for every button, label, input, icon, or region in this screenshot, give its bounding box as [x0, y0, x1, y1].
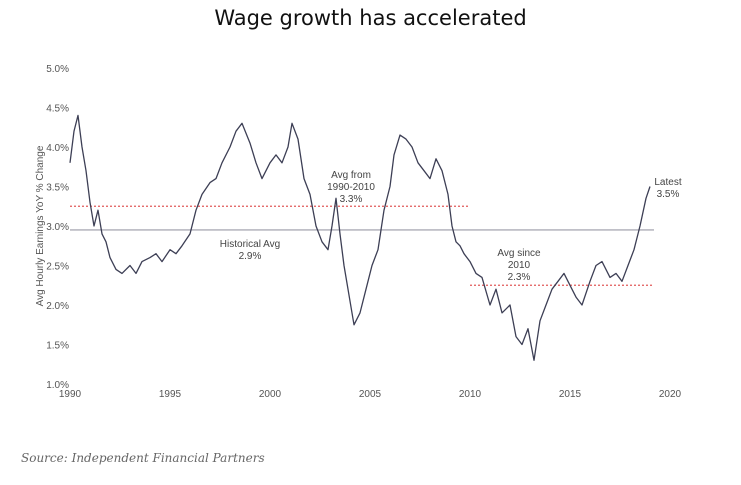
y-tick-label: 2.5% [46, 262, 69, 273]
annotation-avg-1990-2010: 3.3% [340, 194, 363, 205]
annotation-avg-since-2010: 2.3% [508, 272, 531, 283]
x-tick-label: 2010 [459, 389, 482, 400]
x-tick-label: 2005 [359, 389, 382, 400]
annotation-avg-1990-2010: Avg from [331, 170, 371, 181]
axis-labels: 1.0% 1.5% 2.0% 2.5% 3.0% 3.5% 4.0% 4.5% 5.0% 1990… [35, 64, 682, 400]
y-tick-label: 4.0% [46, 143, 69, 154]
y-tick-label: 2.0% [46, 301, 69, 312]
y-axis-label: Avg Hourly Earnings YoY % Change [35, 145, 46, 306]
annotation-latest: 3.5% [657, 189, 680, 200]
annotation-avg-1990-2010: 1990-2010 [327, 182, 375, 193]
annotation-historical-avg: 2.9% [239, 251, 262, 262]
y-tick-label: 3.5% [46, 183, 69, 194]
x-tick-label: 1995 [159, 389, 182, 400]
x-tick-label: 2000 [259, 389, 282, 400]
y-tick-label: 1.0% [46, 380, 69, 391]
annotation-avg-since-2010: Avg since [497, 248, 541, 259]
series-line [69, 114, 651, 361]
annotation-historical-avg: Historical Avg [220, 239, 280, 250]
x-tick-label: 2020 [659, 389, 682, 400]
chart-title: Wage growth has accelerated [214, 6, 527, 30]
y-tick-label: 3.0% [46, 222, 69, 233]
series-layer [69, 114, 651, 361]
y-tick-label: 1.5% [46, 341, 69, 352]
x-tick-label: 2015 [559, 389, 582, 400]
source-note: Source: Independent Financial Partners [21, 451, 265, 465]
x-tick-label: 1990 [59, 389, 82, 400]
y-tick-label: 4.5% [46, 104, 69, 115]
y-tick-label: 5.0% [46, 64, 69, 75]
annotation-avg-since-2010: 2010 [508, 260, 531, 271]
annotation-latest: Latest [654, 177, 681, 188]
reference-lines [70, 205, 654, 286]
